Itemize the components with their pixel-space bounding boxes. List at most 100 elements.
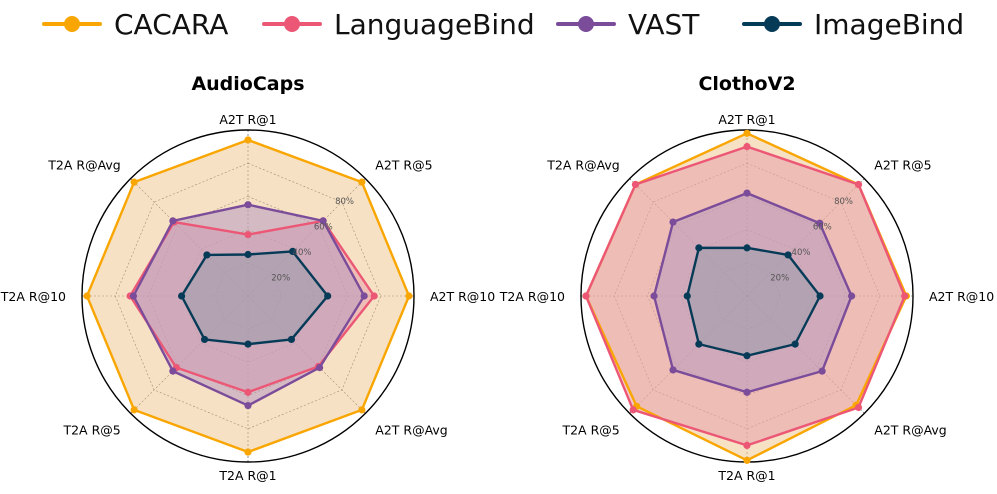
data-point	[791, 340, 799, 348]
series-area	[181, 251, 328, 345]
data-point	[847, 292, 856, 300]
legend-label: ImageBind	[814, 7, 965, 41]
data-point	[650, 292, 658, 300]
data-point	[784, 251, 792, 259]
data-point	[743, 441, 751, 449]
data-point	[743, 189, 751, 197]
radial-tick-label: 60%	[314, 223, 333, 233]
data-point	[370, 292, 378, 300]
data-point	[316, 364, 324, 372]
data-point	[358, 406, 366, 414]
data-point	[743, 143, 751, 151]
data-point	[200, 335, 209, 344]
data-point	[405, 292, 413, 300]
data-point	[169, 217, 177, 225]
legend-item-cacara: CACARA	[42, 4, 228, 44]
data-point	[582, 292, 590, 300]
data-point	[743, 456, 751, 464]
data-point	[178, 292, 186, 300]
legend-label: VAST	[628, 7, 700, 41]
data-point	[669, 366, 677, 374]
radial-tick-label: 20%	[271, 274, 290, 284]
legend-swatch	[742, 4, 802, 44]
data-point	[244, 201, 252, 209]
data-point	[319, 217, 327, 225]
data-point	[244, 136, 252, 144]
data-point	[130, 406, 138, 414]
legend: CACARA LanguageBind VAST ImageBind	[0, 0, 997, 50]
radial-tick-label: 40%	[293, 248, 312, 258]
radial-tick-label: 80%	[834, 197, 853, 207]
legend-item-vast: VAST	[556, 4, 699, 44]
legend-marker	[764, 16, 780, 32]
legend-swatch	[556, 4, 616, 44]
legend-swatch	[262, 4, 322, 44]
data-point	[743, 352, 751, 360]
data-point	[743, 244, 751, 252]
axis-label: T2A R@5	[561, 422, 619, 437]
data-point	[816, 292, 824, 300]
data-point	[743, 388, 751, 396]
axis-label: A2T R@5	[375, 158, 432, 173]
axis-label: A2T R@5	[874, 158, 931, 173]
data-point	[629, 406, 637, 414]
data-point	[816, 219, 824, 227]
data-point	[695, 340, 703, 348]
legend-label: CACARA	[114, 7, 229, 41]
data-point	[244, 401, 252, 410]
data-point	[244, 388, 252, 396]
data-point	[203, 251, 211, 259]
data-point	[360, 292, 368, 300]
data-point	[818, 367, 826, 375]
legend-item-languagebind: LanguageBind	[262, 4, 535, 44]
axis-label: A2T R@10	[430, 289, 495, 304]
legend-swatch	[42, 4, 102, 44]
axis-label: T2A R@5	[62, 422, 120, 437]
axis-label: T2A R@1	[717, 468, 775, 483]
data-point	[324, 292, 332, 300]
data-point	[244, 340, 252, 348]
data-point	[358, 178, 366, 186]
axis-label: A2T R@10	[929, 289, 994, 304]
legend-marker	[284, 16, 300, 32]
legend-marker	[64, 16, 80, 32]
data-point	[244, 230, 252, 239]
radial-tick-label: 60%	[813, 223, 832, 233]
axis-label: T2A R@10	[499, 289, 565, 304]
data-point	[695, 244, 703, 252]
radial-tick-label: 40%	[792, 248, 811, 258]
data-point	[631, 180, 640, 189]
series-area	[687, 247, 821, 356]
axis-label: A2T R@1	[718, 112, 775, 127]
data-point	[130, 178, 138, 186]
radial-tick-label: 80%	[335, 197, 354, 207]
axis-label: A2T R@Avg	[375, 422, 447, 437]
data-point	[854, 180, 863, 189]
axis-label: A2T R@Avg	[874, 422, 946, 437]
radar-chart-audiocaps: AudioCaps 20% 40% 60% 80% A2T R@1 A2T R@5 A2T R…	[0, 73, 495, 483]
outer-frame	[81, 129, 415, 463]
data-point	[244, 250, 252, 259]
radial-tick-label: 20%	[770, 274, 789, 284]
axis-label: T2A R@Avg	[546, 158, 619, 173]
data-point	[287, 335, 296, 344]
chart-title: AudioCaps	[191, 73, 304, 95]
data-point	[83, 292, 91, 300]
axis-label: T2A R@Avg	[47, 158, 120, 173]
radar-chart-clothov2: ClothoV2 20% 40% 60% 80% A2T R@1 A2T R@5 A2T R@…	[499, 73, 994, 483]
data-point	[244, 448, 252, 456]
legend-marker	[578, 16, 594, 32]
data-point	[169, 367, 177, 375]
legend-label: LanguageBind	[334, 7, 535, 41]
axis-label: A2T R@1	[219, 112, 276, 127]
data-point	[854, 403, 863, 412]
legend-item-imagebind: ImageBind	[742, 4, 964, 44]
chart-title: ClothoV2	[698, 73, 795, 95]
data-point	[289, 247, 297, 255]
axis-label: T2A R@1	[218, 468, 276, 483]
data-point	[129, 292, 138, 300]
axis-label: T2A R@10	[0, 289, 66, 304]
data-point	[901, 292, 909, 300]
data-point	[743, 129, 751, 137]
